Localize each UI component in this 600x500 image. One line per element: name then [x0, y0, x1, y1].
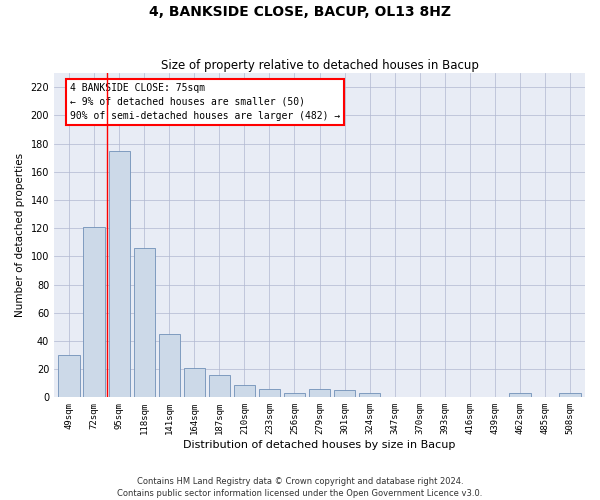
Bar: [284, 393, 305, 398]
Bar: [83, 227, 105, 398]
Bar: [184, 368, 205, 398]
Bar: [559, 393, 581, 398]
Bar: [509, 393, 530, 398]
Title: Size of property relative to detached houses in Bacup: Size of property relative to detached ho…: [161, 59, 478, 72]
Bar: [58, 355, 80, 398]
Text: Contains HM Land Registry data © Crown copyright and database right 2024.
Contai: Contains HM Land Registry data © Crown c…: [118, 476, 482, 498]
Bar: [359, 393, 380, 398]
Bar: [209, 375, 230, 398]
Bar: [309, 389, 330, 398]
Y-axis label: Number of detached properties: Number of detached properties: [15, 153, 25, 318]
Text: 4 BANKSIDE CLOSE: 75sqm
← 9% of detached houses are smaller (50)
90% of semi-det: 4 BANKSIDE CLOSE: 75sqm ← 9% of detached…: [70, 83, 340, 121]
Bar: [334, 390, 355, 398]
Bar: [158, 334, 180, 398]
Bar: [134, 248, 155, 398]
Bar: [259, 389, 280, 398]
Text: 4, BANKSIDE CLOSE, BACUP, OL13 8HZ: 4, BANKSIDE CLOSE, BACUP, OL13 8HZ: [149, 5, 451, 19]
X-axis label: Distribution of detached houses by size in Bacup: Distribution of detached houses by size …: [184, 440, 456, 450]
Bar: [109, 150, 130, 398]
Bar: [234, 384, 255, 398]
